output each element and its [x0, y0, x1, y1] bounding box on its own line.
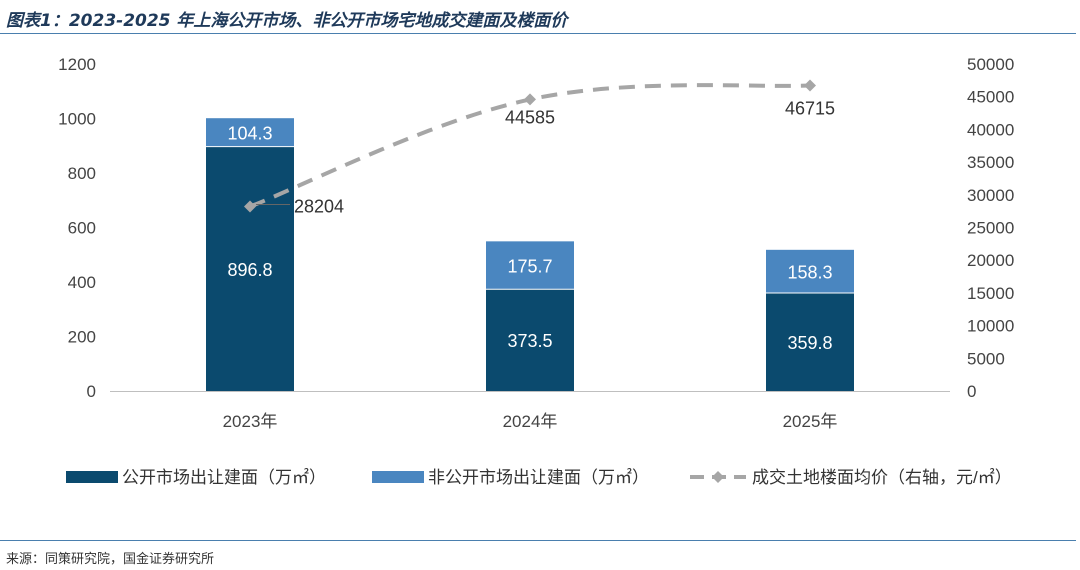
bar-label-nonpublic: 175.7 — [507, 256, 552, 276]
price-line: 28204 44585 46715 — [244, 79, 835, 217]
bar-labels: 896.8 104.3 373.5 175.7 359.8 158.3 — [227, 123, 832, 353]
right-axis-ticks: 0 5000 10000 15000 20000 25000 30000 35000 40000… — [967, 55, 1014, 401]
left-axis-ticks: 0 200 400 600 800 1000 1200 — [58, 55, 96, 401]
bar-nonpublic — [766, 249, 854, 293]
price-point-marker — [804, 79, 816, 92]
right-tick-label: 25000 — [967, 219, 1014, 238]
right-tick-label: 30000 — [967, 186, 1014, 205]
right-tick-label: 20000 — [967, 251, 1014, 270]
price-label: 44585 — [505, 107, 555, 127]
left-tick-label: 800 — [68, 164, 96, 183]
chart-title: 图表1：2023-2025 年上海公开市场、非公开市场宅地成交建面及楼面价 — [6, 11, 568, 31]
left-tick-label: 200 — [68, 328, 96, 347]
legend-swatch-price-marker — [712, 471, 724, 483]
right-tick-label: 5000 — [967, 349, 1005, 368]
right-tick-label: 35000 — [967, 153, 1014, 172]
bar-label-nonpublic: 104.3 — [227, 123, 272, 143]
bar-public — [206, 146, 294, 391]
bar-label-public: 373.5 — [507, 331, 552, 351]
legend-label-public: 公开市场出让建面（万㎡） — [122, 468, 326, 487]
right-tick-label: 10000 — [967, 317, 1014, 336]
legend-swatch-nonpublic — [372, 471, 424, 483]
x-tick-label: 2023年 — [223, 412, 278, 431]
bar-public — [766, 292, 854, 391]
price-label: 46715 — [785, 98, 835, 118]
left-tick-label: 0 — [87, 382, 96, 401]
footer-divider — [0, 540, 1076, 541]
right-tick-label: 15000 — [967, 284, 1014, 303]
bars — [206, 118, 854, 391]
right-tick-label: 45000 — [967, 88, 1014, 107]
price-label: 28204 — [294, 197, 344, 217]
bar-label-public: 896.8 — [227, 260, 272, 280]
right-tick-label: 0 — [967, 382, 976, 401]
source-note: 来源：同策研究院，国金证券研究所 — [6, 552, 215, 567]
x-axis-ticks: 2023年 2024年 2025年 — [223, 412, 838, 431]
bar-nonpublic — [486, 241, 574, 290]
left-tick-label: 1000 — [58, 110, 96, 129]
bar-label-public: 359.8 — [787, 333, 832, 353]
legend: 公开市场出让建面（万㎡） 非公开市场出让建面（万㎡） 成交土地楼面均价（右轴，元/㎡… — [66, 468, 1012, 487]
x-tick-label: 2025年 — [783, 412, 838, 431]
right-tick-label: 50000 — [967, 55, 1014, 74]
chart-canvas: 0 200 400 600 800 1000 1200 0 5000 10000 15000 200… — [58, 55, 1014, 487]
legend-label-nonpublic: 非公开市场出让建面（万㎡） — [428, 468, 649, 487]
left-tick-label: 1200 — [58, 55, 96, 74]
left-tick-label: 600 — [68, 219, 96, 238]
title-divider — [0, 33, 1076, 34]
price-point-marker — [244, 200, 256, 213]
x-tick-label: 2024年 — [503, 412, 558, 431]
legend-swatch-public — [66, 471, 118, 483]
right-tick-label: 40000 — [967, 120, 1014, 139]
bar-label-nonpublic: 158.3 — [787, 262, 832, 282]
legend-label-price: 成交土地楼面均价（右轴，元/㎡） — [752, 468, 1012, 487]
left-tick-label: 400 — [68, 273, 96, 292]
price-point-marker — [524, 93, 536, 106]
bar-public — [486, 289, 574, 391]
bar-nonpublic — [206, 118, 294, 147]
